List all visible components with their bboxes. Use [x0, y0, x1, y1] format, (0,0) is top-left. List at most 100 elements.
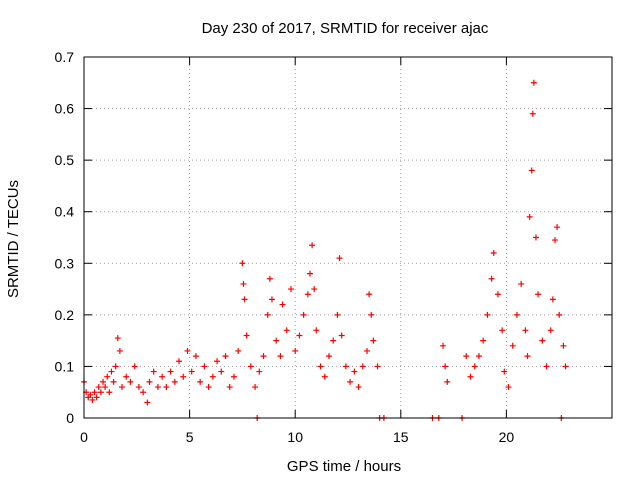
data-point — [89, 396, 96, 403]
data-point — [480, 337, 487, 344]
data-point — [197, 378, 204, 385]
data-point — [370, 337, 377, 344]
data-point — [359, 363, 366, 370]
data-point — [532, 234, 539, 241]
data-point — [306, 270, 313, 277]
y-tick-label: 0.3 — [55, 255, 75, 271]
plot-frame — [83, 56, 613, 419]
y-tick-label: 0.5 — [55, 152, 75, 168]
data-point — [317, 363, 324, 370]
y-tick-label: 0 — [66, 410, 74, 426]
data-point — [526, 213, 533, 220]
data-point — [243, 332, 250, 339]
data-point — [135, 384, 142, 391]
data-point — [355, 384, 362, 391]
data-point — [518, 280, 525, 287]
y-axis-label: SRMTID / TECUs — [5, 180, 22, 298]
data-point — [549, 296, 556, 303]
data-point — [131, 363, 138, 370]
data-point — [543, 363, 550, 370]
data-point — [279, 301, 286, 308]
data-point — [91, 389, 98, 396]
data-point — [560, 342, 567, 349]
data-point — [235, 347, 242, 354]
data-point — [268, 296, 275, 303]
data-point — [110, 378, 117, 385]
y-tick-label: 0.4 — [55, 204, 75, 220]
data-point — [201, 363, 208, 370]
data-point — [167, 368, 174, 375]
data-point — [127, 378, 134, 385]
grid — [84, 57, 612, 418]
data-point — [524, 353, 531, 360]
data-points — [81, 79, 569, 421]
data-point — [334, 311, 341, 318]
data-point — [146, 378, 153, 385]
data-point — [368, 311, 375, 318]
data-point — [313, 327, 320, 334]
data-point — [338, 332, 345, 339]
data-point — [252, 384, 259, 391]
chart-title: Day 230 of 2017, SRMTID for receiver aja… — [202, 20, 489, 37]
data-point — [300, 311, 307, 318]
data-point — [247, 363, 254, 370]
y-tick-label: 0.1 — [55, 358, 75, 374]
data-point — [256, 368, 263, 375]
data-point — [283, 327, 290, 334]
data-point — [119, 384, 126, 391]
data-point — [442, 363, 449, 370]
data-point — [192, 353, 199, 360]
data-point — [180, 373, 187, 380]
data-point — [513, 311, 520, 318]
data-point — [154, 384, 161, 391]
data-point — [440, 342, 447, 349]
data-point — [159, 373, 166, 380]
data-point — [163, 384, 170, 391]
data-point — [112, 363, 119, 370]
data-point — [467, 373, 474, 380]
data-point — [494, 291, 501, 298]
data-point — [374, 363, 381, 370]
x-tick-label: 15 — [393, 429, 409, 445]
data-point — [140, 389, 147, 396]
data-point — [554, 224, 561, 231]
data-point — [499, 327, 506, 334]
data-point — [522, 327, 529, 334]
data-point — [304, 291, 311, 298]
data-point — [97, 389, 104, 396]
data-point — [266, 275, 273, 282]
data-point — [93, 394, 100, 401]
data-point — [336, 255, 343, 262]
axis-ticks: 0 0.1 0.2 0.3 0.4 0.5 0.6 0.7 0 5 10 15 20 — [55, 49, 612, 445]
data-point — [188, 368, 195, 375]
data-point — [260, 353, 267, 360]
data-point — [501, 368, 508, 375]
data-point — [241, 296, 248, 303]
data-point — [292, 347, 299, 354]
data-point — [463, 353, 470, 360]
data-point — [366, 291, 373, 298]
data-point — [471, 363, 478, 370]
data-point — [222, 353, 229, 360]
data-point — [277, 353, 284, 360]
data-point — [108, 368, 115, 375]
data-point — [116, 347, 123, 354]
data-point — [547, 327, 554, 334]
data-point — [230, 373, 237, 380]
data-point — [556, 311, 563, 318]
data-point — [114, 335, 121, 342]
data-point — [106, 389, 113, 396]
data-point — [330, 337, 337, 344]
data-point — [287, 286, 294, 293]
data-point — [176, 358, 183, 365]
data-point — [444, 378, 451, 385]
data-point — [184, 347, 191, 354]
data-point — [214, 358, 221, 365]
x-tick-label: 5 — [186, 429, 194, 445]
data-point — [95, 384, 102, 391]
data-point — [87, 391, 94, 398]
data-point — [296, 332, 303, 339]
y-tick-label: 0.7 — [55, 49, 75, 65]
data-point — [150, 368, 157, 375]
data-point — [342, 363, 349, 370]
